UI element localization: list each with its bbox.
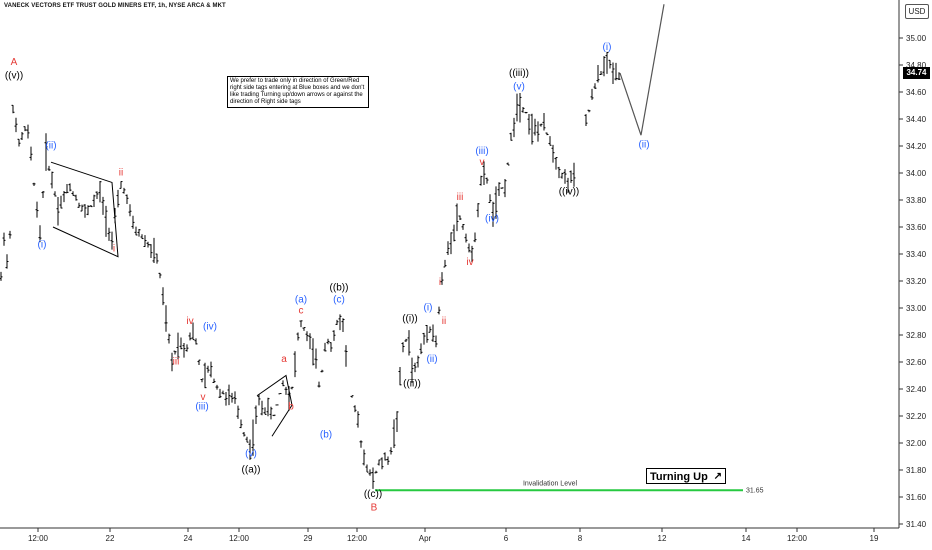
x-tick-label: 12:00 [229, 534, 250, 543]
wave-label: A [11, 57, 18, 68]
wave-label: (iv) [203, 322, 217, 333]
wave-label: (a) [295, 295, 307, 306]
y-tick-label: 33.20 [906, 277, 927, 286]
invalidation-value: 31.65 [746, 487, 764, 494]
wave-label: iv [466, 257, 473, 268]
x-tick-label: 6 [504, 534, 509, 543]
wave-label: iii [173, 357, 180, 368]
wave-label: (v) [513, 81, 525, 92]
y-tick-label: 31.40 [906, 520, 927, 529]
wave-label: ((a)) [242, 465, 261, 476]
y-tick-label: 34.20 [906, 142, 927, 151]
wave-label: ii [442, 316, 446, 327]
wave-label: B [371, 503, 378, 514]
currency-selector[interactable]: USD [905, 4, 929, 19]
trading-note: We prefer to trade only in direction of … [227, 76, 369, 108]
wave-label: c [299, 305, 304, 316]
chart-title: VANECK VECTORS ETF TRUST GOLD MINERS ETF… [4, 3, 226, 9]
wave-label: ((i)) [402, 314, 418, 325]
arrow-up-right-icon: ↗ [713, 471, 722, 482]
wave-label: ((iii)) [509, 68, 529, 79]
y-tick-label: 32.20 [906, 412, 927, 421]
y-tick-label: 35.00 [906, 34, 927, 43]
y-tick-label: 31.80 [906, 466, 927, 475]
y-tick-label: 34.80 [906, 61, 927, 70]
y-tick-label: 34.60 [906, 88, 927, 97]
wave-label: iv [186, 316, 193, 327]
last-price-tag: 34.74 [903, 67, 930, 79]
wave-label: (ii) [638, 139, 649, 150]
wave-label: (b) [320, 430, 332, 441]
wave-label: (i) [424, 303, 433, 314]
wave-label: ((ii)) [403, 378, 421, 389]
x-tick-label: 12 [658, 534, 667, 543]
y-tick-label: 33.00 [906, 304, 927, 313]
y-tick-label: 33.40 [906, 250, 927, 259]
wave-label: a [281, 354, 287, 365]
x-tick-label: 24 [184, 534, 193, 543]
y-tick-label: 32.60 [906, 358, 927, 367]
wedge-pattern [256, 374, 293, 437]
x-tick-label: 12:00 [347, 534, 368, 543]
wave-label: v [480, 157, 485, 168]
x-tick-label: Apr [419, 534, 432, 543]
wave-label: ((b)) [330, 282, 349, 293]
wave-label: (c) [333, 295, 345, 306]
turning-label: Turning Up [650, 471, 708, 483]
wave-label: (iv) [485, 214, 499, 225]
wave-label: (v) [245, 449, 257, 460]
y-tick-label: 33.60 [906, 223, 927, 232]
wave-label: ((c)) [364, 489, 382, 500]
wave-label: ((v)) [5, 71, 23, 82]
turning-up-box: Turning Up ↗ [646, 468, 726, 484]
x-tick-label: 19 [870, 534, 879, 543]
wave-label: (i) [38, 239, 47, 250]
invalidation-label: Invalidation Level [523, 480, 578, 487]
x-tick-label: 22 [106, 534, 115, 543]
y-tick-label: 32.40 [906, 385, 927, 394]
x-tick-label: 12:00 [787, 534, 808, 543]
wave-label: ii [119, 168, 123, 179]
y-tick-label: 31.60 [906, 493, 927, 502]
wave-label: (iii) [195, 401, 208, 412]
wave-label: i [113, 243, 115, 254]
x-tick-label: 14 [742, 534, 751, 543]
x-tick-label: 12:00 [28, 534, 49, 543]
wave-label: (ii) [45, 141, 56, 152]
wave-label: i [439, 277, 441, 288]
triangle-pattern [50, 161, 119, 258]
wave-label: (iii) [475, 146, 488, 157]
y-tick-label: 34.00 [906, 169, 927, 178]
projection-path [619, 4, 665, 136]
wave-label: iii [457, 192, 464, 203]
wave-label: v [201, 392, 206, 403]
wave-label: (i) [603, 42, 612, 53]
wave-label: b [288, 401, 294, 412]
x-tick-label: 8 [578, 534, 583, 543]
y-tick-label: 34.40 [906, 115, 927, 124]
wave-label: ((iv)) [559, 187, 580, 198]
y-tick-label: 32.80 [906, 331, 927, 340]
y-tick-label: 33.80 [906, 196, 927, 205]
wave-label: (ii) [426, 354, 437, 365]
x-tick-label: 29 [304, 534, 313, 543]
y-tick-label: 32.00 [906, 439, 927, 448]
